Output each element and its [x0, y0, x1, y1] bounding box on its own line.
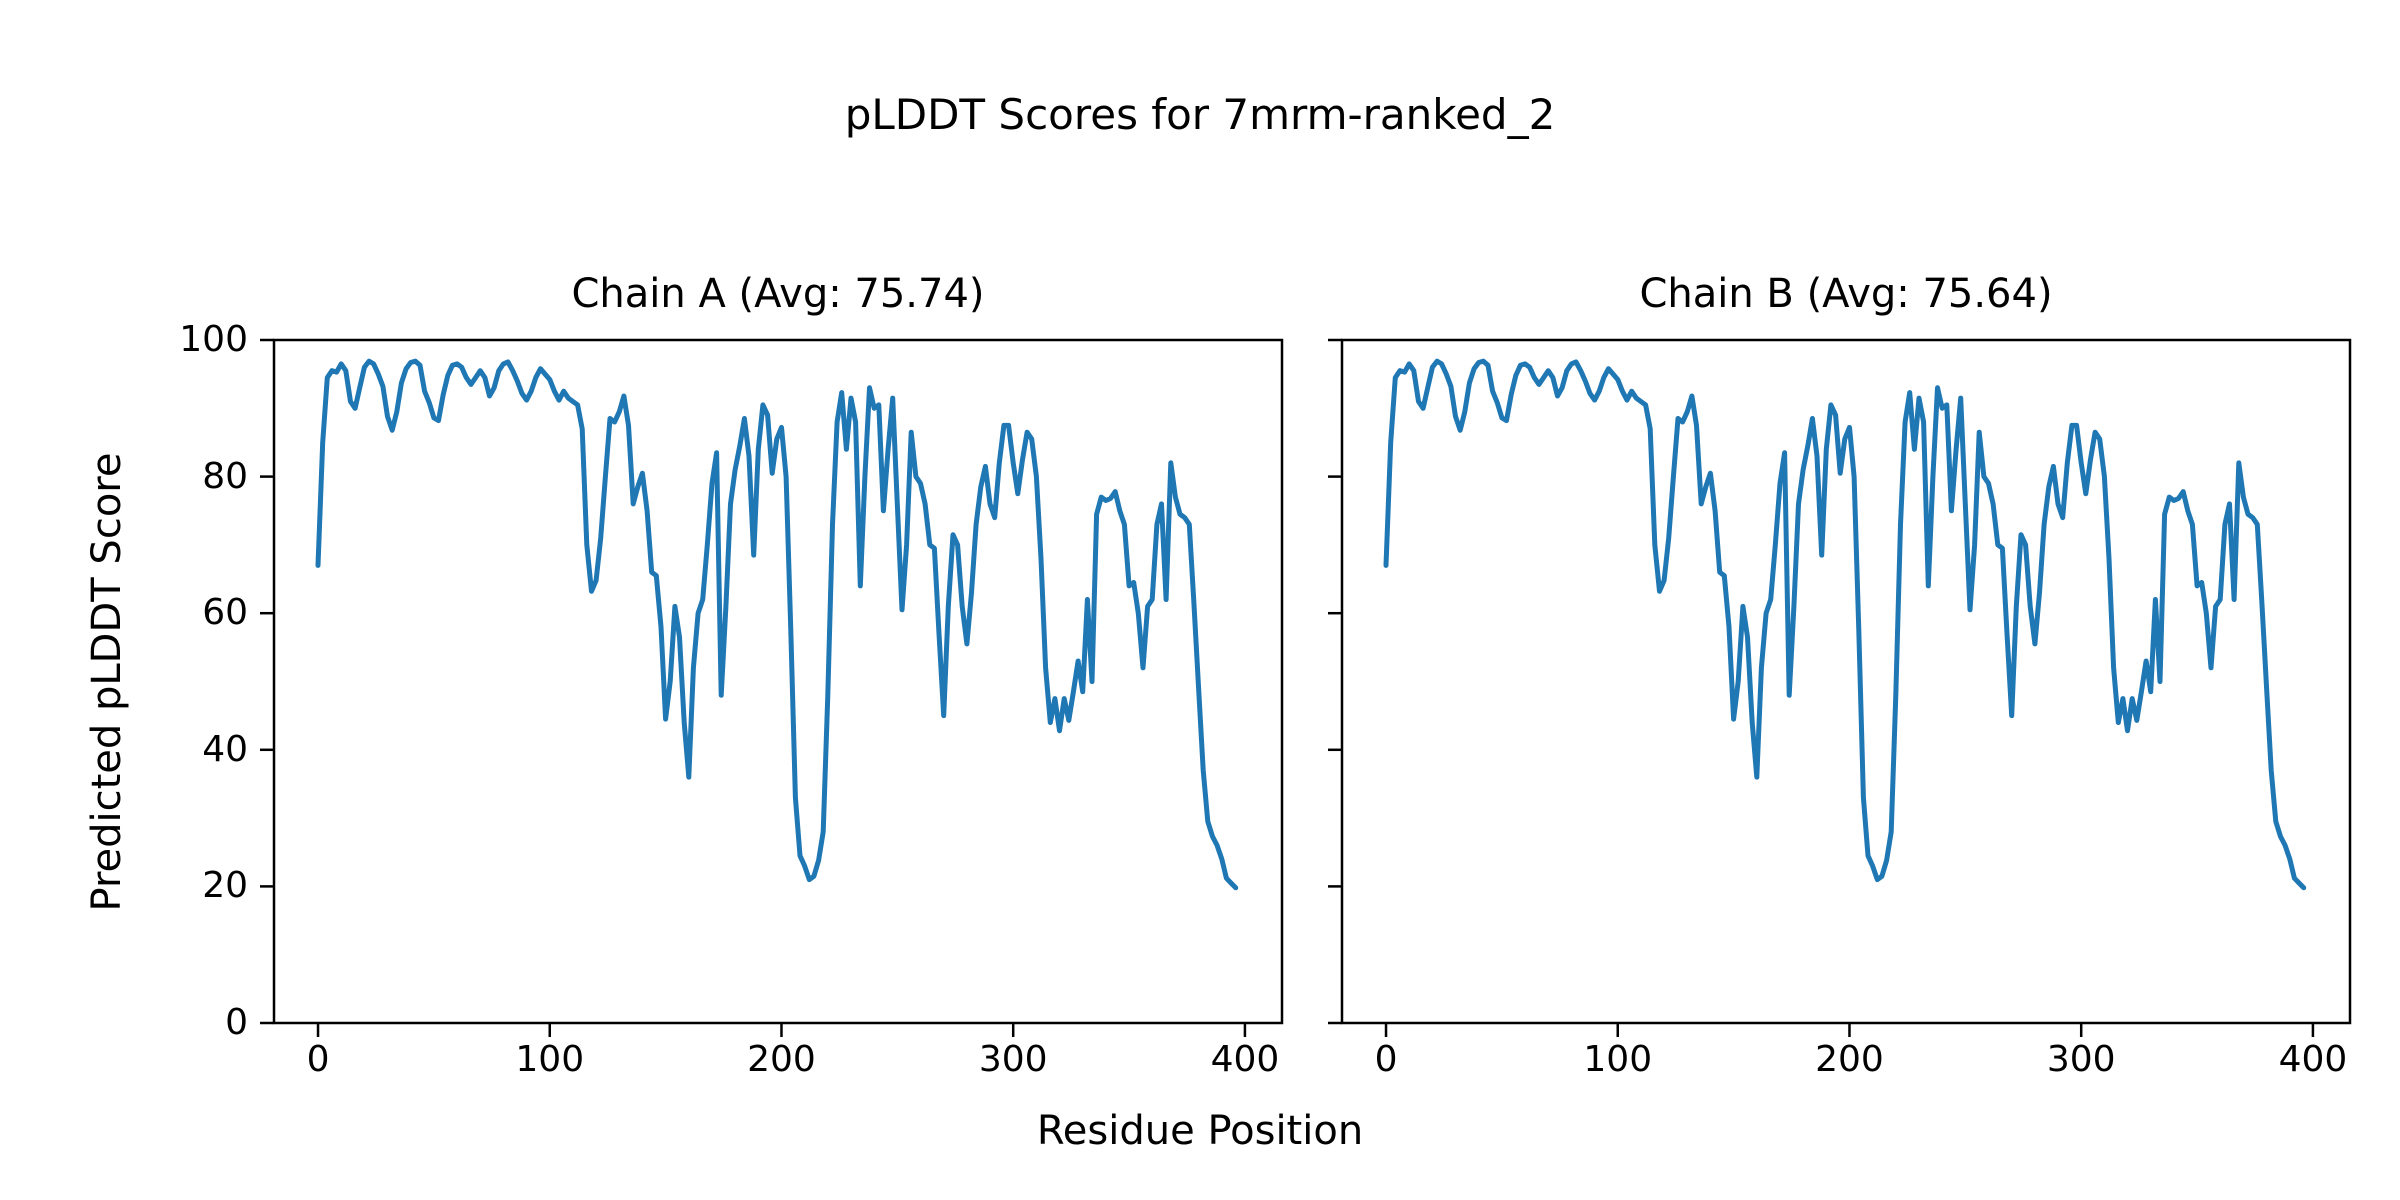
plddt-line-chain-a — [315, 358, 1239, 891]
x-tick-label: 400 — [1210, 1039, 1280, 1080]
x-axis-label: Residue Position — [1036, 1108, 1364, 1154]
x-tick-label: 200 — [1815, 1039, 1884, 1080]
x-tick-label: 300 — [978, 1039, 1048, 1080]
y-tick-label: 40 — [202, 728, 248, 770]
y-tick-label: 0 — [225, 1002, 248, 1043]
x-tick-label: 0 — [306, 1039, 330, 1080]
y-tick-label: 60 — [202, 592, 248, 634]
x-tick-label: 100 — [1583, 1039, 1653, 1080]
x-tick-label: 0 — [1374, 1039, 1398, 1080]
subplot-a-title: Chain A (Avg: 75.74) — [571, 271, 985, 317]
x-tick-label: 200 — [747, 1039, 816, 1080]
y-tick-label: 100 — [179, 319, 248, 360]
plddt-line-chain-b — [1383, 358, 2307, 891]
axes-spines — [1340, 338, 2352, 1025]
y-tick-label: 20 — [202, 865, 248, 907]
x-tick-label: 100 — [515, 1039, 585, 1080]
y-axis-label: Predicted pLDDT Score — [84, 452, 130, 912]
x-tick-label: 300 — [2046, 1039, 2116, 1080]
subplot-b-title: Chain B (Avg: 75.64) — [1639, 271, 2053, 317]
figure-title: pLDDT Scores for 7mrm-ranked_2 — [844, 90, 1556, 139]
y-tick-label: 80 — [202, 455, 248, 497]
axes-spines — [272, 338, 1284, 1025]
x-tick-label: 400 — [2278, 1039, 2348, 1080]
